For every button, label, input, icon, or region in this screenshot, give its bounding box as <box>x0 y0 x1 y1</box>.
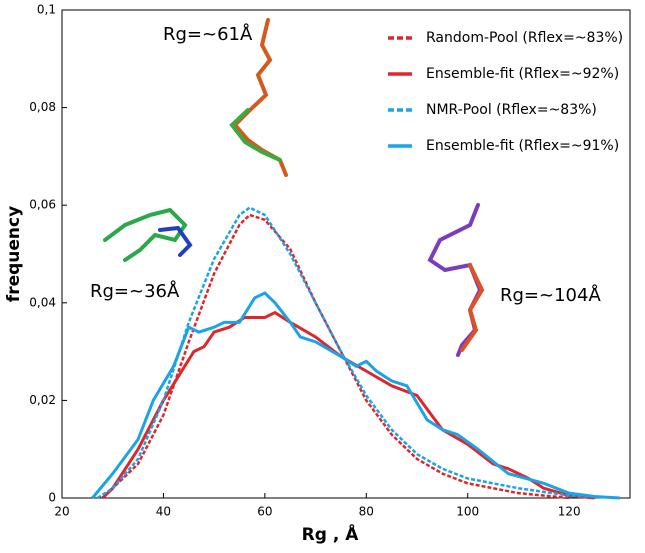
molecule <box>158 225 193 257</box>
legend-label: NMR-Pool (Rflex=~83%) <box>426 102 597 118</box>
x-tick-label: 60 <box>257 505 272 519</box>
x-tick-label: 40 <box>156 505 171 519</box>
x-axis-label: Rg , Å <box>302 522 360 545</box>
data-line <box>91 291 620 500</box>
y-tick-label: 0,06 <box>29 198 56 212</box>
annotation: Rg=~61Å <box>163 23 253 45</box>
molecule <box>229 108 282 162</box>
data-line <box>96 206 620 500</box>
y-tick-label: 0,04 <box>29 295 56 309</box>
x-tick-label: 80 <box>359 505 374 519</box>
annotation: Rg=~36Å <box>90 280 180 302</box>
plot-frame <box>61 9 631 499</box>
y-tick-label: 0,08 <box>29 100 56 114</box>
molecule <box>103 207 188 262</box>
y-axis-label: frequency <box>4 206 24 302</box>
legend-label: Ensemble-fit (Rflex=~91%) <box>426 138 619 154</box>
y-tick-label: 0,1 <box>37 3 56 17</box>
legend-label: Random-Pool (Rflex=~83%) <box>426 30 623 46</box>
legend-label: Ensemble-fit (Rflex=~92%) <box>426 66 619 82</box>
annotation: Rg=~104Å <box>500 284 601 306</box>
x-tick-label: 20 <box>54 505 69 519</box>
molecule <box>460 263 485 352</box>
y-tick-label: 0,02 <box>29 393 56 407</box>
y-tick-label: 0 <box>48 491 56 505</box>
data-line <box>101 213 570 500</box>
x-tick-label: 100 <box>456 505 479 519</box>
x-tick-label: 120 <box>558 505 581 519</box>
molecule-illustrations <box>103 18 485 357</box>
data-line <box>101 310 595 500</box>
